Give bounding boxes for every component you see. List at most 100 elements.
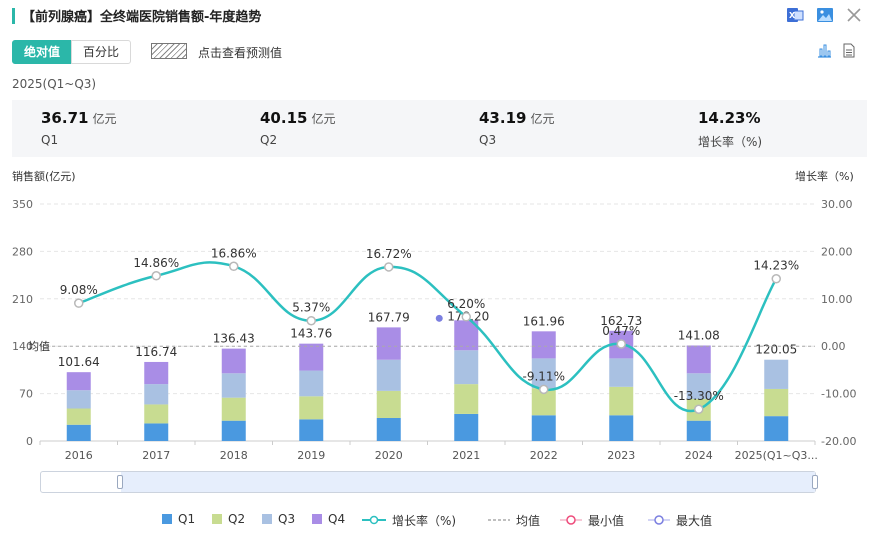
bar-segment-q4 (299, 343, 324, 371)
summary-q2-unit: 亿元 (311, 112, 336, 126)
bar-segment-q1 (299, 419, 324, 441)
bar-segment-q2 (221, 397, 246, 421)
x-axis-tick-label: 2019 (297, 449, 325, 462)
zoom-handle-right[interactable] (812, 475, 818, 489)
left-axis-tick: 140 (12, 340, 33, 353)
absolute-value-tab[interactable]: 绝对值 (12, 40, 72, 64)
x-axis-tick-label: 2024 (685, 449, 713, 462)
growth-rate-point (74, 298, 84, 308)
bar-total-label: 120.05 (755, 343, 797, 357)
legend-q3-swatch (262, 514, 272, 524)
close-icon[interactable] (845, 6, 863, 24)
bar-segment-q4 (66, 372, 91, 391)
legend-item-q4[interactable]: Q4 (312, 512, 345, 528)
zoom-range[interactable] (121, 472, 815, 492)
bar-total-label: 162.73 (600, 314, 642, 328)
bar-segment-q3 (299, 370, 324, 397)
summary-q2-label: Q2 (260, 133, 278, 147)
bar-segment-q4 (144, 361, 169, 385)
bar-segment-q1 (531, 415, 556, 441)
bar-segment-q4 (686, 345, 711, 374)
legend-item-min[interactable]: 最小值 (560, 512, 624, 528)
legend-q1-swatch (162, 514, 172, 524)
right-axis-tick: -10.00 (821, 388, 856, 401)
right-axis-tick: 0.00 (821, 340, 846, 353)
summary-q3-value: 43.19 (479, 109, 527, 127)
legend-q4-label: Q4 (328, 512, 346, 526)
growth-rate-label: 16.86% (211, 246, 257, 260)
bar-segment-q3 (221, 373, 246, 398)
legend-item-mean[interactable]: 均值 (488, 512, 540, 528)
excel-export-icon[interactable]: X (786, 6, 804, 24)
growth-rate-label: -9.11% (523, 369, 565, 383)
legend-item-growth[interactable]: 增长率（%) (362, 512, 456, 528)
bar-segment-q2 (299, 396, 324, 420)
legend-item-q3[interactable]: Q3 (262, 512, 295, 528)
bar-segment-q2 (66, 408, 91, 425)
growth-rate-label: -13.30% (674, 389, 724, 403)
left-axis-tick: 0 (26, 435, 33, 448)
legend-growth-line-icon (362, 515, 386, 525)
zoom-slider[interactable] (40, 471, 818, 493)
right-axis-title: 增长率（%) (795, 170, 854, 183)
image-export-icon[interactable] (816, 6, 834, 24)
legend-item-q1[interactable]: Q1 (162, 512, 195, 528)
title-accent-bar (12, 8, 15, 24)
summary-q3: 43.19 亿元 Q3 (479, 108, 554, 147)
document-icon[interactable] (842, 43, 856, 58)
x-axis-tick-label: 2022 (530, 449, 558, 462)
percentage-tab[interactable]: 百分比 (71, 40, 131, 64)
bar-segment-q2 (454, 384, 479, 414)
legend-item-max[interactable]: 最大值 (648, 512, 712, 528)
summary-q2-value: 40.15 (260, 109, 308, 127)
summary-q1-value: 36.71 (41, 109, 89, 127)
growth-rate-label: 0.47% (602, 324, 640, 338)
legend-mean-line-icon (488, 519, 510, 521)
growth-rate-point (616, 339, 626, 349)
growth-rate-label: 9.08% (60, 283, 98, 297)
summary-panel: 36.71 亿元 Q1 40.15 亿元 Q2 43.19 亿元 Q3 14.23% … (12, 100, 867, 157)
growth-rate-point (694, 404, 704, 414)
bar-chart-icon[interactable] (817, 43, 832, 58)
legend-item-q2[interactable]: Q2 (212, 512, 245, 528)
right-axis-tick: 30.00 (821, 198, 853, 211)
zoom-handle-left[interactable] (117, 475, 123, 489)
summary-q1-label: Q1 (41, 133, 59, 147)
x-axis-tick-label: 2016 (65, 449, 93, 462)
growth-rate-point (384, 262, 394, 272)
left-axis-title: 销售额(亿元) (12, 170, 76, 183)
bar-segment-q1 (686, 420, 711, 441)
forecast-toggle-label[interactable]: 点击查看预测值 (198, 46, 283, 60)
growth-rate-label: 6.20% (447, 297, 485, 311)
bar-total-label: 167.79 (368, 310, 410, 324)
bar-segment-q2 (376, 390, 401, 418)
left-axis-tick: 280 (12, 245, 33, 258)
forecast-pattern-swatch[interactable] (151, 43, 187, 59)
growth-rate-line (78, 261, 778, 413)
growth-rate-point (771, 273, 781, 284)
x-axis-tick-label: 2020 (375, 449, 403, 462)
bar-segment-q3 (764, 359, 789, 389)
bar-segment-q1 (376, 417, 401, 441)
bar-segment-q3 (66, 390, 91, 409)
bar-segment-q1 (609, 415, 634, 441)
legend-mean-label: 均值 (516, 514, 541, 528)
legend-max-icon (648, 515, 670, 525)
bar-total-label: 116.74 (135, 345, 177, 359)
right-axis-tick: 20.00 (821, 245, 853, 258)
legend-q3-label: Q3 (278, 512, 296, 526)
bar-total-label: 141.08 (678, 328, 720, 342)
left-axis-tick: 70 (19, 388, 33, 401)
legend-q4-swatch (312, 514, 322, 524)
bar-segment-q1 (764, 416, 789, 441)
bar-segment-q2 (144, 404, 169, 424)
summary-growth: 14.23% 增长率（%) (698, 108, 762, 150)
summary-growth-label: 增长率（%) (698, 135, 763, 149)
svg-text:X: X (789, 11, 796, 20)
max-value-marker (435, 314, 443, 322)
legend-growth-label: 增长率（%) (392, 514, 457, 528)
x-axis-tick-label: 2018 (220, 449, 248, 462)
x-axis-tick-label: 2023 (607, 449, 635, 462)
bar-segment-q3 (454, 350, 479, 385)
bar-total-label: 136.43 (213, 332, 255, 346)
